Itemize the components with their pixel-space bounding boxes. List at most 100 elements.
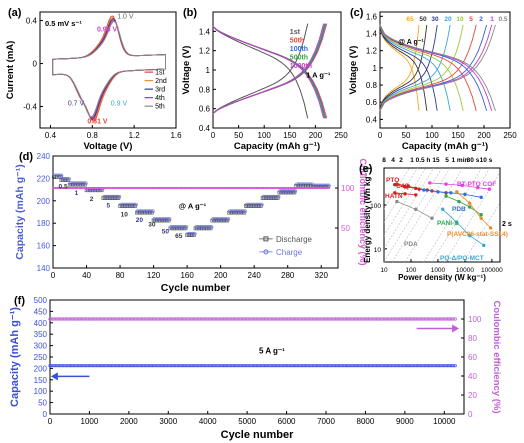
legend-marker xyxy=(263,249,269,255)
capacity-point xyxy=(102,364,106,368)
ce-point xyxy=(398,317,402,321)
ce-point xyxy=(64,317,68,321)
ce-point xyxy=(381,317,385,321)
capacity-point xyxy=(125,364,129,368)
ce-point xyxy=(116,186,119,190)
ce-point xyxy=(124,186,128,190)
capacity-point xyxy=(305,364,309,368)
ce-point xyxy=(317,186,320,190)
x-tick-label: 150 xyxy=(451,131,465,140)
capacity-point xyxy=(360,364,364,368)
ce-point xyxy=(170,186,173,190)
time-guide-line xyxy=(383,167,418,223)
ce-point xyxy=(387,317,391,321)
ce-point xyxy=(430,317,434,321)
ce-point xyxy=(106,186,109,190)
ce-point xyxy=(235,186,238,190)
charge-point xyxy=(226,217,231,222)
x-tick-label: 0 xyxy=(51,271,56,280)
ce-point xyxy=(101,186,104,190)
panel-label: (d) xyxy=(19,151,33,163)
cv-curve xyxy=(52,20,166,118)
panel-label: (c) xyxy=(350,7,364,19)
ce-point xyxy=(183,186,186,190)
ce-point xyxy=(335,317,339,321)
capacity-point xyxy=(152,364,156,368)
ce-point xyxy=(149,186,153,190)
capacity-point xyxy=(303,364,308,368)
ce-point xyxy=(373,317,377,321)
ce-point xyxy=(389,317,393,321)
ce-point xyxy=(284,317,289,321)
ce-point xyxy=(77,186,81,190)
series-label: HATN xyxy=(385,193,403,200)
ce-point xyxy=(177,317,181,321)
ce-point xyxy=(248,186,252,190)
ragone-point xyxy=(444,194,448,198)
discharge-curve xyxy=(379,24,464,111)
capacity-point xyxy=(225,364,229,368)
y-axis-label: Current (mA) xyxy=(5,41,16,100)
capacity-point xyxy=(92,364,96,368)
ce-point xyxy=(117,317,121,321)
ce-point xyxy=(262,186,265,190)
capacity-point xyxy=(398,364,402,368)
capacity-point xyxy=(51,364,55,368)
capacity-point xyxy=(196,364,200,368)
x-axis-label: Cycle number xyxy=(161,282,230,294)
ce-point xyxy=(81,317,85,321)
ce-point xyxy=(302,317,306,321)
ce-point xyxy=(72,317,76,321)
capacity-point xyxy=(210,364,215,368)
capacity-point xyxy=(218,364,222,368)
capacity-point xyxy=(400,364,404,368)
ce-point xyxy=(176,317,180,321)
ce-point xyxy=(102,317,106,321)
capacity-point xyxy=(289,364,293,368)
ce-point xyxy=(226,317,230,321)
ce-point xyxy=(327,317,331,321)
peak-label: 0.9 V xyxy=(111,100,128,107)
ce-point xyxy=(214,317,218,321)
capacity-point xyxy=(49,364,54,368)
capacity-point xyxy=(382,364,386,368)
ce-point xyxy=(190,186,193,190)
x-tick-label: 4000 xyxy=(199,417,217,426)
x-tick-label: 80 xyxy=(116,271,125,280)
ce-point xyxy=(233,186,236,190)
rate-value-label: 65 xyxy=(406,16,414,23)
ce-point xyxy=(201,186,205,190)
ce-point xyxy=(228,317,232,321)
capacity-point xyxy=(313,364,317,368)
ce-point xyxy=(188,317,192,321)
ce-point xyxy=(165,186,168,190)
ce-point xyxy=(155,186,158,190)
ce-point xyxy=(338,317,342,321)
capacity-point xyxy=(131,364,136,368)
ce-point xyxy=(51,317,55,321)
ce-point xyxy=(267,317,271,321)
ce-point xyxy=(434,317,439,321)
capacity-point xyxy=(411,364,415,368)
ce-point xyxy=(236,317,240,321)
ce-point xyxy=(283,317,287,321)
ce-point xyxy=(141,186,144,190)
unit-label: @ A g⁻¹ xyxy=(398,39,424,46)
ce-point xyxy=(259,317,263,321)
ce-point xyxy=(305,186,309,190)
capacity-point xyxy=(403,364,407,368)
y-tick-label: 0.4 xyxy=(366,115,378,124)
capacity-point xyxy=(308,364,312,368)
ce-point xyxy=(65,317,69,321)
capacity-point xyxy=(190,364,194,368)
ce-point xyxy=(404,317,409,321)
ce-point xyxy=(295,186,299,190)
ce-point xyxy=(223,186,226,190)
y-tick-label: 200 xyxy=(34,364,48,373)
capacity-point xyxy=(157,364,161,368)
capacity-point xyxy=(316,364,320,368)
capacity-point xyxy=(95,364,99,368)
ce-point xyxy=(312,186,315,190)
ce-point xyxy=(126,186,129,190)
